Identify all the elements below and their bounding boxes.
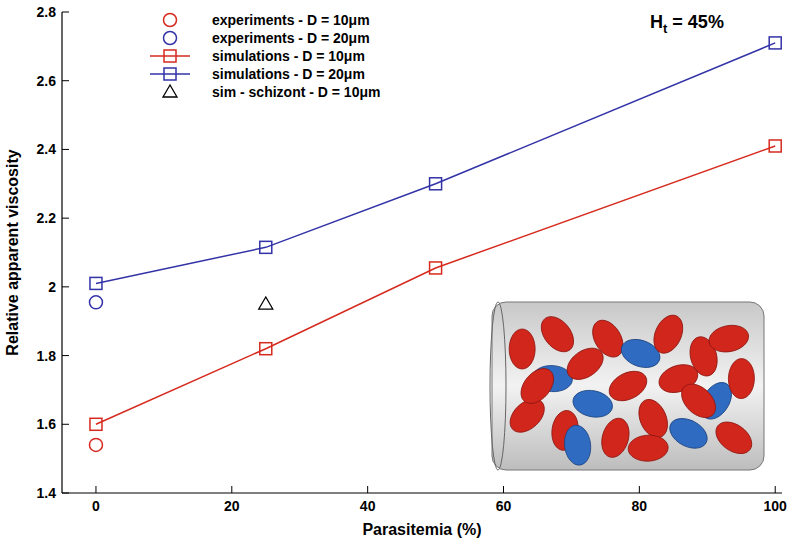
y-tick-label: 2.8 [37, 4, 57, 20]
x-tick [231, 486, 232, 493]
y-tick [62, 355, 69, 356]
legend-symbol [163, 85, 177, 97]
y-tick-label: 2.6 [37, 73, 57, 89]
data-point [259, 297, 273, 309]
data-point [430, 178, 442, 190]
y-axis-title: Relative apparent viscosity [4, 149, 21, 355]
plot-marks [89, 37, 781, 451]
x-tick-label: 60 [496, 498, 512, 514]
cell [628, 434, 669, 462]
data-point [89, 438, 102, 451]
chart: 0 20 40 60 80 100 1.4 1.6 1.8 2 2.2 2.4 2.6 2.8 Parasi… [0, 0, 802, 545]
x-tick-label: 40 [360, 498, 376, 514]
cell [707, 322, 751, 355]
y-tick [62, 80, 69, 81]
data-point [430, 262, 442, 274]
legend-symbol [164, 68, 176, 80]
y-tick [62, 218, 69, 219]
data-point [260, 241, 272, 253]
tube-end [490, 302, 506, 470]
cell [509, 329, 535, 369]
y-tick-label: 1.4 [37, 485, 57, 501]
cell [675, 378, 722, 424]
x-tick-label: 20 [224, 498, 240, 514]
x-tick-label: 0 [92, 498, 100, 514]
y-axis [61, 12, 62, 493]
series-line [96, 146, 775, 424]
y-tick [62, 493, 69, 494]
legend-symbol [164, 14, 177, 27]
x-tick [95, 486, 96, 493]
legend-label: simulations - D = 10μm [212, 48, 365, 64]
y-tick [62, 12, 69, 13]
data-point [90, 277, 102, 289]
legend-label: experiments - D = 20μm [212, 30, 370, 46]
y-tick [62, 286, 69, 287]
cell [665, 412, 713, 454]
data-point [260, 343, 272, 355]
legend-label: sim - schizont - D = 10μm [212, 84, 380, 100]
cell [535, 310, 580, 357]
y-tick [62, 424, 69, 425]
cell [710, 416, 758, 461]
x-tick [367, 486, 368, 493]
data-point [769, 140, 781, 152]
annotation: Ht = 45% [650, 12, 724, 36]
legend-label: simulations - D = 20μm [212, 66, 365, 82]
legend-line [150, 55, 190, 57]
y-tick-label: 2.4 [37, 141, 57, 157]
cell [648, 311, 688, 358]
y-tick-label: 1.6 [37, 416, 57, 432]
tube [492, 302, 764, 470]
legend-symbol [164, 50, 176, 62]
x-axis-title: Parasitemia (%) [362, 521, 481, 538]
data-point [89, 296, 102, 309]
annotation-main: H [650, 12, 663, 32]
x-tick-label: 80 [632, 498, 648, 514]
x-axis [62, 492, 782, 493]
x-tick [775, 486, 776, 493]
cell [570, 387, 615, 421]
cell [514, 362, 560, 409]
series-line [96, 43, 775, 283]
cell [562, 424, 593, 467]
y-tick-label: 2 [48, 279, 56, 295]
cell [597, 415, 633, 461]
y-tick-label: 1.8 [37, 348, 57, 364]
data-point [769, 37, 781, 49]
legend-line [150, 73, 190, 75]
legend-label: experiments - D = 10μm [212, 12, 370, 28]
x-tick [639, 486, 640, 493]
cell [728, 358, 755, 398]
inset-illustration [490, 302, 764, 470]
data-point [90, 418, 102, 430]
x-tick [503, 486, 504, 493]
y-tick-label: 2.2 [37, 210, 57, 226]
legend-symbol [164, 32, 177, 45]
annotation-suffix: = 45% [667, 12, 724, 32]
y-tick [62, 149, 69, 150]
legend: experiments - D = 10μm experiments - D = … [150, 12, 380, 100]
x-tick-label: 100 [764, 498, 788, 514]
